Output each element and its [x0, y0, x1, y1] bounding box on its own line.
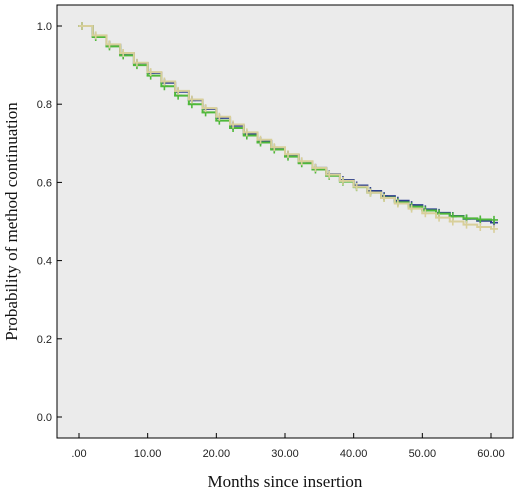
censor-mark: [270, 143, 279, 152]
x-tick-label: 10.00: [134, 448, 162, 460]
censor-mark: [160, 77, 169, 86]
censor-mark: [352, 182, 361, 191]
y-tick-label: 0.2: [37, 334, 52, 346]
y-tick-label: 0.8: [37, 99, 52, 111]
censor-mark: [476, 215, 485, 224]
censor-mark: [256, 135, 265, 144]
censor-mark: [119, 48, 128, 57]
series-3: [78, 22, 498, 233]
censor-mark: [325, 170, 334, 179]
x-tick-label: .00: [71, 448, 86, 460]
y-tick-label: 1.0: [37, 21, 52, 33]
x-tick-label: 60.00: [477, 448, 505, 460]
censor-mark: [448, 217, 457, 226]
axis-ticks: [57, 25, 492, 438]
censor-mark: [311, 163, 320, 172]
y-tick-label: 0.4: [37, 256, 52, 268]
censor-mark: [284, 150, 292, 159]
censor-mark: [201, 104, 210, 113]
censor-mark: [421, 209, 430, 218]
censor-mark: [435, 213, 444, 222]
censor-mark: [132, 58, 141, 67]
x-tick-label: 30.00: [271, 448, 299, 460]
censor-mark: [105, 40, 114, 49]
censor-mark: [407, 204, 416, 213]
censor-mark: [174, 86, 183, 95]
censor-mark: [187, 95, 196, 104]
censor-mark: [462, 220, 471, 229]
x-tick-label: 40.00: [340, 448, 368, 460]
x-axis-title: Months since insertion: [208, 472, 363, 490]
censor-mark: [476, 222, 485, 231]
y-tick-label: 0.0: [37, 412, 52, 424]
censor-mark: [78, 22, 86, 30]
y-axis-title: Probability of method continuation: [2, 102, 21, 341]
censor-mark: [297, 157, 306, 166]
censor-mark: [393, 199, 402, 208]
x-tick-label: 20.00: [203, 448, 231, 460]
censor-mark: [146, 68, 155, 77]
censor-mark: [215, 112, 224, 121]
x-tick-label: 50.00: [409, 448, 437, 460]
series-group: [78, 22, 498, 233]
censor-mark: [366, 188, 375, 197]
y-tick-label: 0.6: [37, 177, 52, 189]
censor-mark: [380, 194, 389, 203]
censor-mark: [490, 224, 498, 233]
censor-mark: [91, 31, 100, 40]
censor-mark: [229, 120, 238, 129]
tick-labels: 0.0 0.2 0.4 0.6 0.8 1.0 .00 10.00 20.00 30.00 40.0…: [37, 21, 505, 460]
censor-mark: [490, 215, 498, 224]
plot-area: [56, 4, 514, 439]
censor-mark: [338, 176, 347, 185]
censor-mark: [242, 128, 251, 137]
